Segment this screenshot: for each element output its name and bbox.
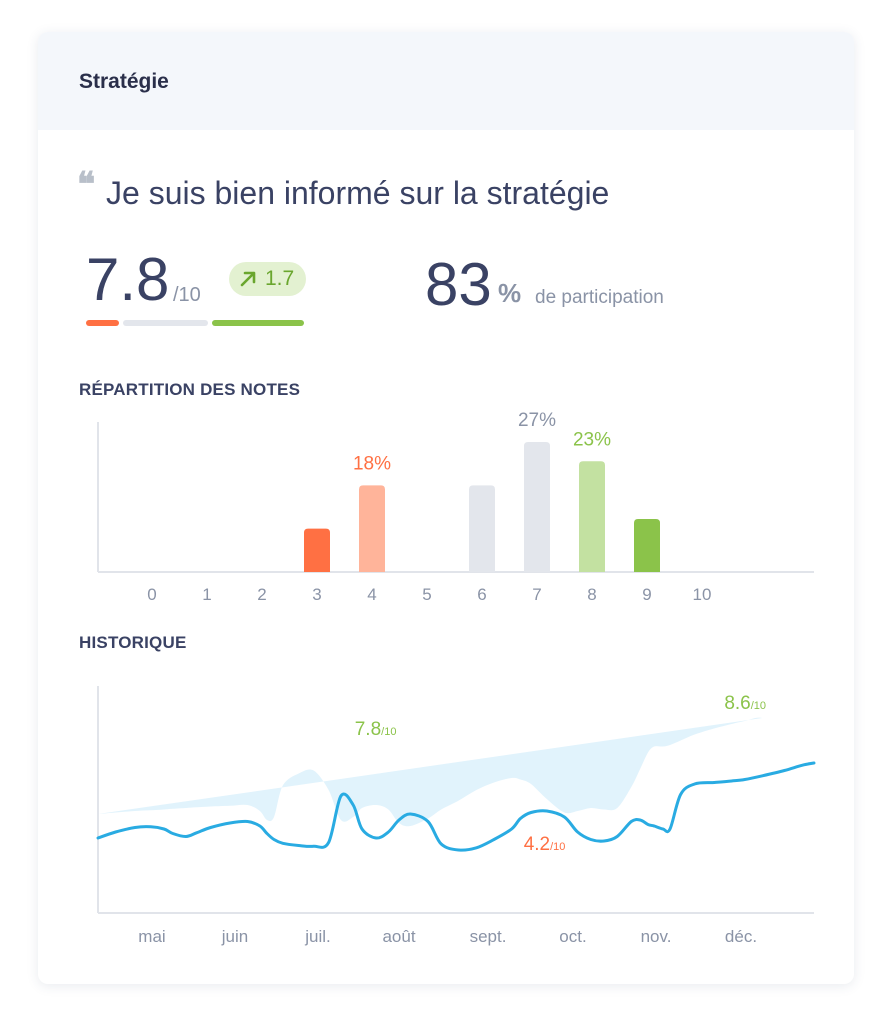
trend-value: 1.7 (265, 267, 295, 290)
history-annotation-1: 4.2/10 (524, 834, 566, 855)
score-denominator: /10 (173, 284, 201, 306)
score-value: 7.8 (86, 246, 170, 313)
trend-badge: 1.7 (229, 262, 306, 296)
score-segment-passives (123, 320, 208, 326)
history-annotation-2: 8.6/10 (724, 693, 766, 714)
tick-label-7: 7 (532, 585, 541, 604)
participation-value: 83 (425, 251, 492, 318)
history-title: HISTORIQUE (79, 633, 187, 652)
month-label-4: sept. (470, 927, 507, 946)
month-label-6: nov. (641, 927, 672, 946)
bar-3 (304, 528, 330, 572)
tick-label-8: 8 (587, 585, 596, 604)
history-area-chart: 7.8/10 4.2/10 8.6/10 mai juin juil. août sept. o… (96, 686, 816, 946)
tick-label-0: 0 (147, 585, 156, 604)
tick-label-2: 2 (257, 585, 266, 604)
arrow-up-right-icon (240, 271, 256, 287)
month-label-7: déc. (725, 927, 757, 946)
score-segment-promoters (211, 320, 304, 326)
tick-label-9: 9 (642, 585, 651, 604)
bar-9 (634, 519, 660, 572)
month-label-5: oct. (559, 927, 586, 946)
participation-label: de participation (535, 287, 664, 308)
tick-label-5: 5 (422, 585, 431, 604)
distribution-bar-chart: 0 1 2 3 4 5 6 7 8 9 10 18% 27% 23% (97, 410, 814, 604)
bar-7 (524, 442, 550, 572)
participation-unit: % (498, 278, 522, 308)
question-text: Je suis bien informé sur la stratégie (106, 175, 610, 211)
history-line (96, 761, 816, 852)
history-annotation-0: 7.8/10 (355, 719, 397, 740)
confidence-band (98, 717, 763, 827)
distribution-title: RÉPARTITION DES NOTES (79, 380, 301, 399)
strategy-card: Stratégie ❝ Je suis bien informé sur la … (38, 32, 854, 984)
month-label-0: mai (138, 927, 165, 946)
data-label-7: 27% (518, 410, 556, 431)
month-label-1: juin (221, 927, 248, 946)
data-label-8: 23% (573, 429, 611, 450)
month-label-2: juil. (304, 927, 331, 946)
month-label-3: août (382, 927, 415, 946)
card-title: Stratégie (79, 70, 169, 93)
bar-4 (359, 485, 385, 572)
quote-icon: ❝ (77, 165, 96, 205)
tick-label-4: 4 (367, 585, 376, 604)
bar-6 (469, 485, 495, 572)
score-segment-detractors (86, 320, 120, 326)
bar-8 (579, 461, 605, 572)
tick-label-10: 10 (693, 585, 712, 604)
tick-label-1: 1 (202, 585, 211, 604)
data-label-4: 18% (353, 453, 391, 474)
tick-label-3: 3 (312, 585, 321, 604)
tick-label-6: 6 (477, 585, 486, 604)
card-header: Stratégie (38, 32, 854, 130)
